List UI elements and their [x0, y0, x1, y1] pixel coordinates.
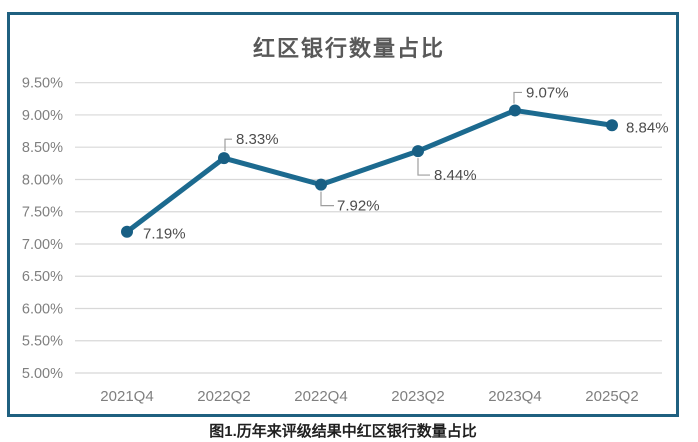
data-point [121, 225, 133, 238]
data-label: 8.33% [236, 131, 279, 148]
x-tick-label: 2022Q2 [197, 388, 250, 405]
leader-line [513, 91, 522, 104]
y-tick-label: 5.00% [22, 366, 63, 382]
data-label: 8.84% [626, 119, 669, 136]
x-tick-label: 2021Q4 [100, 388, 153, 405]
y-tick-label: 9.50% [22, 76, 63, 92]
leader-line [224, 138, 232, 152]
data-label: 7.19% [143, 226, 186, 243]
y-tick-label: 6.00% [22, 301, 63, 317]
data-label: 7.92% [337, 198, 380, 215]
leader-line [417, 158, 430, 176]
y-tick-label: 6.50% [22, 269, 63, 285]
data-label: 9.07% [526, 84, 569, 101]
data-point [412, 145, 424, 158]
x-tick-label: 2022Q4 [294, 388, 347, 405]
data-point [315, 178, 327, 191]
y-tick-label: 8.00% [22, 172, 63, 188]
leader-line [320, 191, 334, 207]
x-tick-label: 2025Q2 [585, 388, 638, 405]
data-label: 8.44% [434, 167, 477, 184]
data-point [218, 152, 230, 165]
y-tick-label: 9.00% [22, 108, 63, 124]
y-tick-label: 7.00% [22, 237, 63, 253]
y-tick-label: 5.50% [22, 334, 63, 350]
x-tick-label: 2023Q4 [488, 388, 541, 405]
data-point [606, 119, 618, 132]
x-tick-label: 2023Q2 [391, 388, 444, 405]
chart-title: 红区银行数量占比 [252, 36, 445, 61]
figure-caption: 图1.历年来评级结果中红区银行数量占比 [209, 423, 477, 440]
y-tick-label: 7.50% [22, 205, 63, 221]
y-tick-label: 8.50% [22, 140, 63, 156]
series-line [124, 107, 615, 235]
data-point [509, 104, 521, 117]
chart-frame [7, 12, 679, 417]
